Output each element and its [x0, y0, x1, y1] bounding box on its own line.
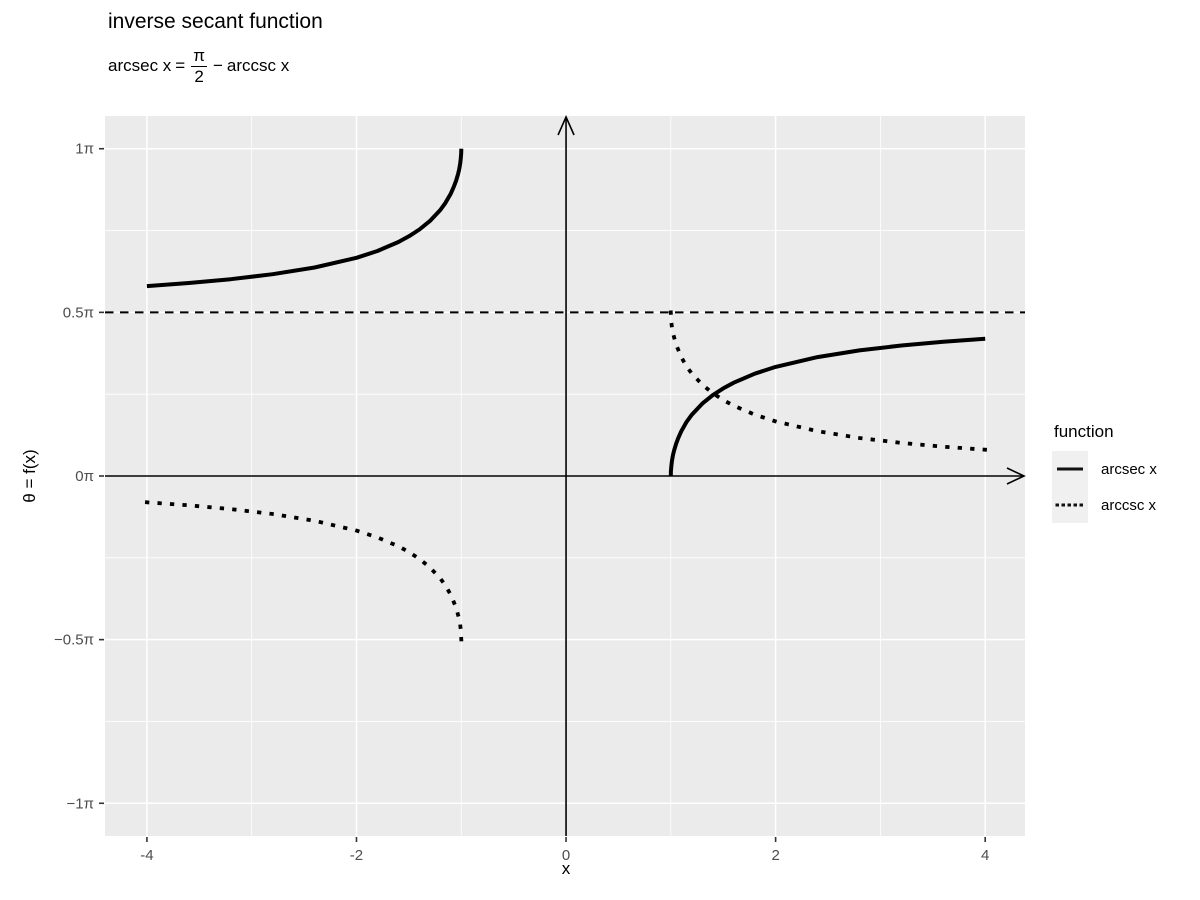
chart-subtitle-equation: arcsec x = π 2 − arccsc x [108, 46, 289, 86]
x-tick-label: 2 [771, 847, 779, 864]
x-axis-arrowhead [1006, 467, 1026, 485]
legend-label-arcsec: arcsec x [1101, 460, 1157, 478]
legend-label-arccsc: arccsc x [1101, 496, 1157, 514]
dotted-line-key-icon [1052, 487, 1088, 523]
chart-title: inverse secant function [108, 10, 323, 33]
fraction-denominator: 2 [191, 65, 207, 87]
solid-line-key-icon [1052, 451, 1088, 487]
y-tick-label: 1π [75, 141, 94, 158]
arccsc-curve [668, 310, 988, 452]
y-tick-label: 0.5π [63, 304, 94, 321]
x-tick-label: 4 [981, 847, 989, 864]
arcsec-curve [668, 336, 986, 477]
x-tick-label: 0 [562, 847, 570, 864]
arccsc-curve [144, 500, 464, 642]
legend-item-arccsc: arccsc x [1052, 487, 1157, 523]
equation-fraction: π 2 [190, 46, 208, 86]
equation-equals-sign: = [175, 56, 186, 76]
legend-title: function [1054, 422, 1114, 441]
fraction-numerator: π [193, 46, 205, 65]
equation-minus-sign: − [212, 56, 223, 76]
legend: function arcsec x arccsc x [1052, 422, 1157, 523]
y-axis-title: θ = f(x) [20, 449, 39, 503]
x-tick-label: -2 [350, 847, 363, 864]
legend-item-arcsec: arcsec x [1052, 451, 1157, 487]
y-tick-label: 0π [75, 468, 94, 485]
equation-lhs: arcsec x [108, 56, 172, 76]
arcsec-curve [146, 148, 464, 289]
y-axis-arrowhead [557, 115, 575, 136]
x-tick-label: -4 [140, 847, 153, 864]
y-tick-label: −0.5π [54, 632, 94, 649]
y-tick-label: −1π [67, 795, 94, 812]
equation-rhs: arccsc x [226, 56, 290, 76]
x-axis-title: x [561, 859, 571, 878]
